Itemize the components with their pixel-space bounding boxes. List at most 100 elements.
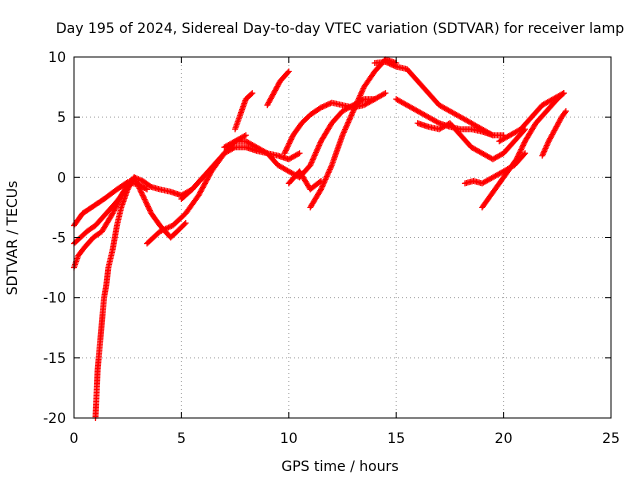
data-point (296, 150, 303, 157)
data-point (139, 192, 146, 199)
x-tick-label: 25 (602, 431, 620, 447)
series-arc-9 (232, 90, 256, 133)
data-point (519, 143, 526, 150)
data-point (386, 60, 393, 67)
data-point (133, 178, 140, 185)
data-point (146, 206, 153, 213)
data-point (287, 137, 294, 144)
data-point (513, 156, 520, 163)
y-axis-label: SDTVAR / TECUs (5, 181, 21, 296)
data-point (133, 179, 140, 186)
y-tick-label: 0 (57, 170, 66, 186)
data-point (110, 209, 117, 216)
data-point (282, 147, 289, 154)
data-point (241, 132, 248, 139)
y-tick-label: 10 (48, 50, 66, 66)
series-arc-12 (307, 56, 400, 211)
series-arc-14 (371, 58, 507, 139)
data-point (389, 61, 396, 68)
series-arc-3 (92, 174, 138, 421)
data-point (288, 134, 295, 141)
data-point (135, 182, 142, 189)
y-tick-label: -15 (43, 351, 66, 367)
data-point (285, 68, 292, 75)
data-point (141, 196, 148, 203)
data-point (382, 90, 389, 97)
data-point (109, 210, 116, 217)
x-tick-label: 0 (70, 431, 79, 447)
data-point (248, 91, 255, 98)
data-point (144, 202, 151, 209)
data-point (284, 144, 291, 151)
data-point (522, 150, 529, 157)
data-point (143, 200, 150, 207)
data-point (242, 132, 249, 139)
data-point (516, 150, 523, 157)
data-point (145, 203, 152, 210)
data-point (560, 90, 567, 97)
data-point (520, 141, 527, 148)
data-point (147, 183, 154, 190)
data-point (518, 146, 525, 153)
data-point (132, 177, 139, 184)
data-point (141, 195, 148, 202)
data-point (131, 175, 138, 182)
data-point (320, 103, 327, 110)
data-point (182, 220, 189, 227)
x-tick-label: 20 (495, 431, 513, 447)
data-point (284, 69, 291, 76)
data-point (230, 145, 237, 152)
y-tick-label: -10 (43, 291, 66, 307)
series-arc-19 (496, 90, 567, 145)
series-arc-7 (178, 144, 303, 202)
data-point (286, 140, 293, 147)
data-point (387, 61, 394, 68)
data-point (559, 90, 566, 97)
data-point (318, 104, 325, 111)
data-point (230, 138, 237, 145)
axis-ticks: 0 5 10 15 20 25 -20 -15 -10 -5 0 5 10 (43, 50, 620, 447)
data-point (516, 149, 523, 156)
data-point (520, 142, 527, 149)
y-tick-label: 5 (57, 110, 66, 126)
data-point (323, 102, 330, 109)
data-point (139, 190, 146, 197)
data-point (284, 143, 291, 150)
data-point (144, 186, 151, 193)
data-point (391, 63, 398, 70)
data-point (135, 184, 142, 191)
data-point (517, 147, 524, 154)
y-tick-label: -5 (52, 231, 66, 247)
data-point (316, 178, 323, 185)
data-point (249, 90, 256, 97)
data-point (137, 186, 144, 193)
data-point (562, 108, 569, 115)
x-tick-label: 10 (280, 431, 298, 447)
series-arc-10 (264, 68, 292, 109)
data-point (322, 102, 329, 109)
data-point (285, 141, 292, 148)
y-tick-label: -20 (43, 411, 66, 427)
data-point (390, 62, 397, 69)
data-point (326, 100, 333, 107)
data-point (147, 207, 154, 214)
series-arc-16 (414, 120, 529, 163)
data-point (515, 152, 522, 159)
data-point (518, 145, 525, 152)
data-point (181, 221, 188, 228)
data-point (134, 181, 141, 188)
data-point (142, 185, 149, 192)
data-point (145, 204, 152, 211)
chart-title: Day 195 of 2024, Sidereal Day-to-day VTE… (56, 21, 624, 37)
grid (74, 57, 611, 418)
data-point (136, 185, 143, 192)
data-point (318, 177, 325, 184)
data-point (282, 148, 289, 155)
data-point (381, 90, 388, 97)
x-tick-label: 15 (387, 431, 405, 447)
data-point (324, 101, 331, 108)
data-point (143, 199, 150, 206)
data-point (142, 197, 149, 204)
data-point (383, 59, 390, 66)
